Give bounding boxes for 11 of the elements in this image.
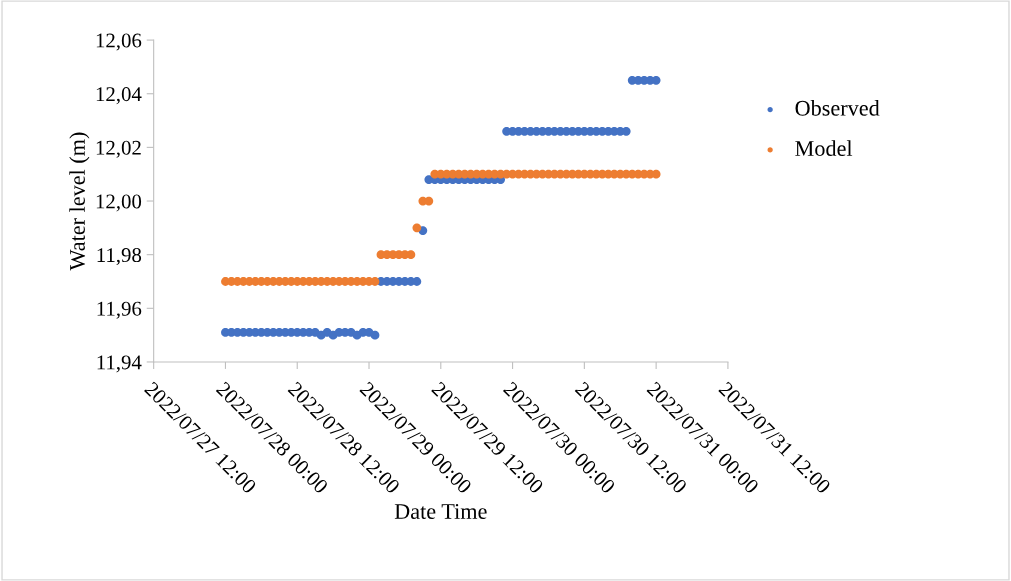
y-tick-label: 12,00 bbox=[96, 194, 142, 212]
legend-label: Model bbox=[795, 140, 853, 156]
y-axis-title: Water level (m) bbox=[69, 132, 90, 271]
y-tick-label: 12,02 bbox=[96, 140, 141, 158]
y-tick-label: 11,94 bbox=[97, 355, 142, 373]
y-tick-label: 11,96 bbox=[97, 301, 142, 319]
y-tick-label: 11,98 bbox=[97, 248, 142, 266]
y-tick-label: 12,04 bbox=[96, 87, 142, 105]
y-tick-label: 12,06 bbox=[96, 33, 142, 51]
x-axis-title: Date Time bbox=[394, 503, 487, 519]
legend-label: Observed bbox=[795, 100, 880, 116]
